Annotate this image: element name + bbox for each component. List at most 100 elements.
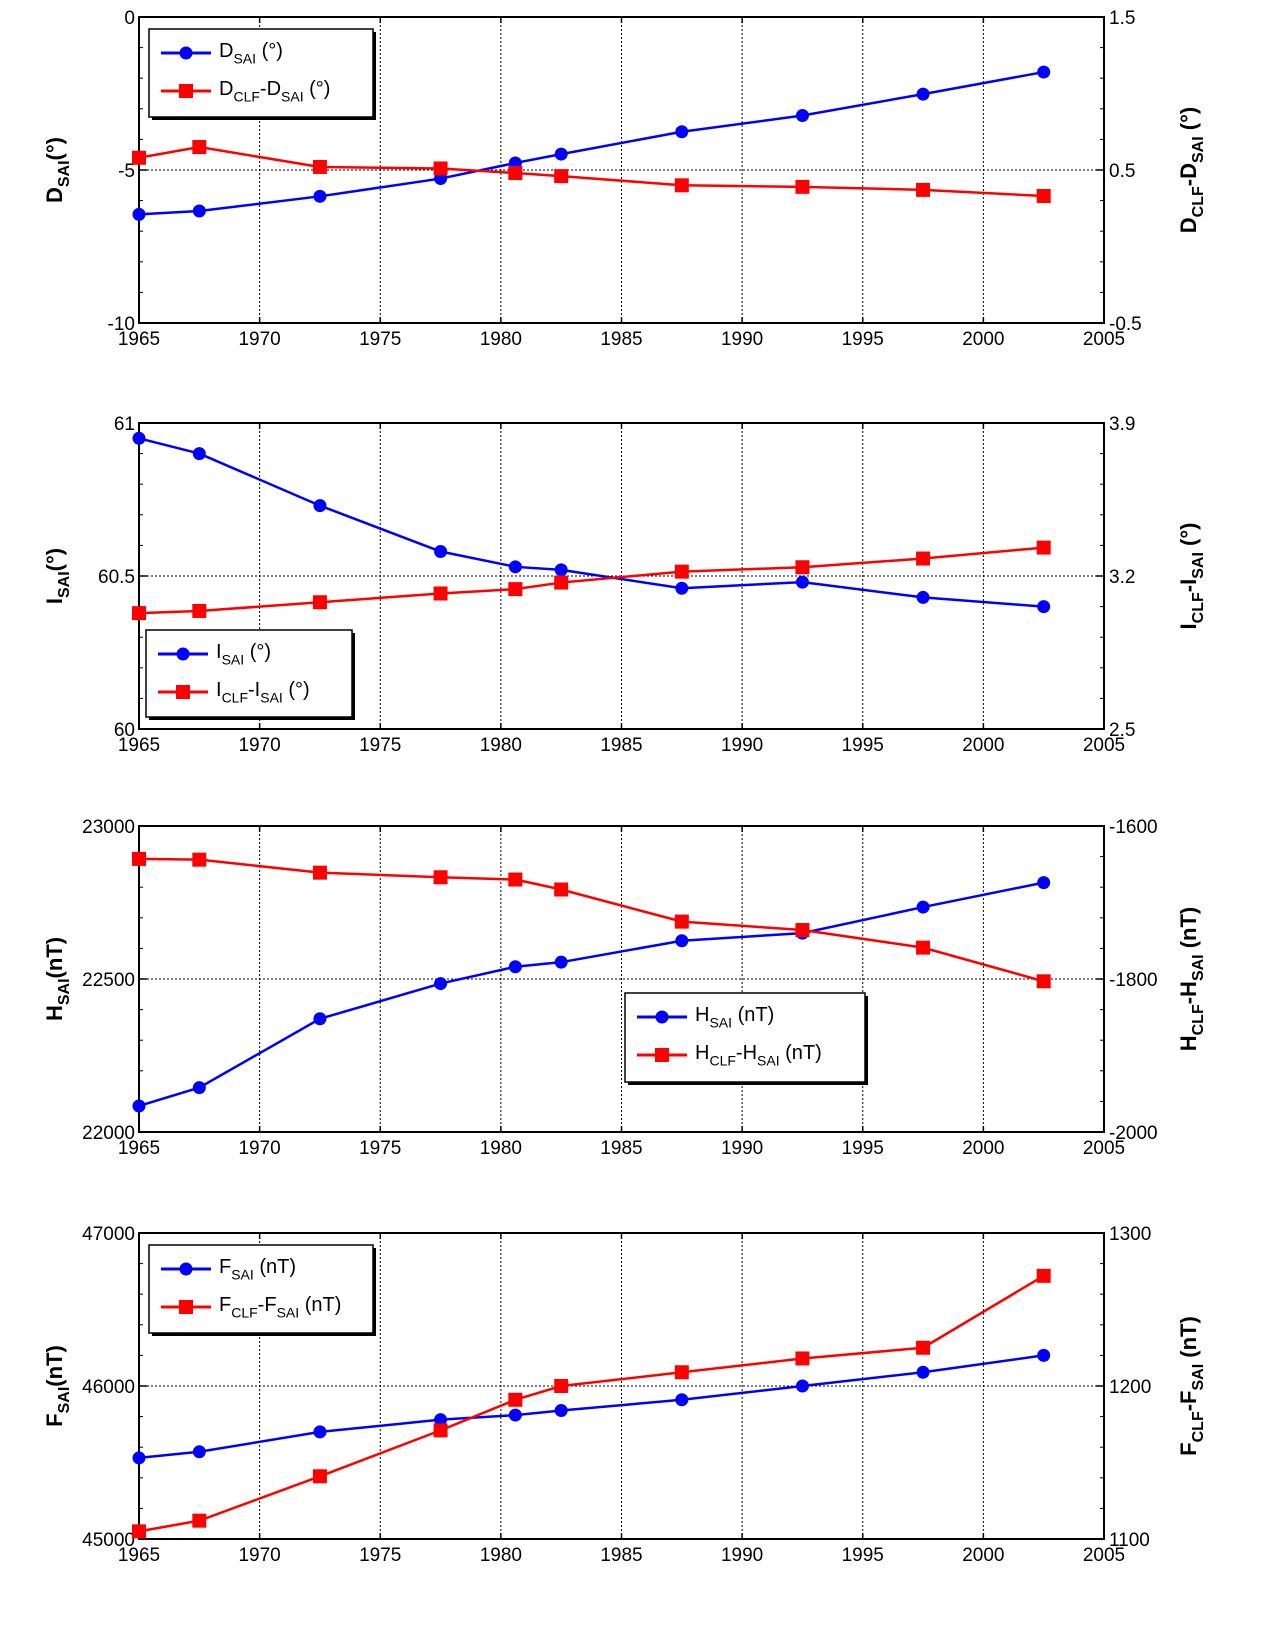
y-axis-label: HSAI(nT) <box>42 937 73 1021</box>
data-point-circle <box>675 1393 689 1407</box>
legend-entry-label: FSAI (nT) <box>219 1256 296 1282</box>
label-part-main: H <box>695 1004 709 1026</box>
y2-tick-label: -0.5 <box>1109 314 1142 335</box>
y-axis-label: DSAI(°) <box>42 137 73 203</box>
y-tick-label: 23000 <box>82 817 135 838</box>
data-point-circle <box>795 1379 809 1393</box>
x-tick-label: 1965 <box>118 1545 160 1566</box>
series-line-station <box>138 881 1044 1108</box>
label-part-sub: SAI <box>56 1387 73 1414</box>
x-tick-label: 2005 <box>1083 1545 1125 1566</box>
data-point-circle <box>192 1081 206 1095</box>
data-point-square <box>433 586 448 601</box>
x-tick-label: 1995 <box>842 329 884 350</box>
label-part-tail: (nT) <box>299 1294 341 1316</box>
legend-entry-label: DCLF-DSAI (°) <box>219 78 330 104</box>
x-tick-label: 1980 <box>480 1545 522 1566</box>
label-part-tail: (°) <box>256 40 283 62</box>
data-point-circle <box>132 431 146 445</box>
series-line-diff <box>138 145 1044 198</box>
label-part-tail: (nT) <box>254 1256 296 1278</box>
x-tick-label: 1985 <box>600 735 642 756</box>
label-part-mid: -I <box>248 679 260 701</box>
data-point-circle <box>916 590 930 604</box>
y-tick-label: 22000 <box>82 1123 135 1144</box>
data-point-square <box>132 851 146 866</box>
y2-tick-label: -2000 <box>1109 1123 1158 1144</box>
y-axis-label: FSAI(nT) <box>42 1345 73 1427</box>
legend-box <box>624 992 866 1083</box>
label-part-main: I <box>216 679 222 701</box>
data-point-square <box>795 560 810 575</box>
data-point-circle <box>1037 1348 1051 1362</box>
data-point-square <box>795 923 810 938</box>
legend-swatch-circle <box>179 1262 193 1276</box>
legend-swatch-circle <box>176 647 190 661</box>
data-point-square <box>508 1392 523 1407</box>
x-tick-label: 1975 <box>359 735 401 756</box>
label-part-mid: -D <box>1176 163 1201 186</box>
x-tick-label: 1995 <box>842 1545 884 1566</box>
label-part-tail: (nT) <box>732 1004 774 1026</box>
data-point-square <box>916 940 931 955</box>
data-point-circle <box>508 960 522 974</box>
label-part-sub1: CLF <box>222 689 248 705</box>
x-tick-label: 1975 <box>359 1545 401 1566</box>
label-part-tail: (nT) <box>42 937 67 979</box>
label-part-tail: (°) <box>1176 523 1201 553</box>
legend: ISAI (°)ICLF-ISAI (°) <box>145 629 355 720</box>
data-point-square <box>916 551 931 566</box>
y2-axis-label: HCLF-HSAI (nT) <box>1176 907 1207 1052</box>
data-point-square <box>192 852 207 867</box>
legend-swatch-square <box>179 84 193 98</box>
data-point-square <box>433 161 448 176</box>
data-point-circle <box>132 207 146 221</box>
label-part-sub1: CLF <box>231 1304 257 1320</box>
data-point-square <box>554 1379 569 1393</box>
y2-tick-label: 3.9 <box>1109 414 1135 435</box>
x-tick-label: 2005 <box>1083 735 1125 756</box>
data-point-circle <box>434 977 448 991</box>
data-point-circle <box>795 109 809 123</box>
label-part-mid: -H <box>736 1042 757 1064</box>
label-part-sub2: SAI <box>1190 1364 1207 1391</box>
y2-tick-label: 1300 <box>1109 1224 1151 1245</box>
data-point-square <box>312 595 327 610</box>
data-point-square <box>132 1524 146 1539</box>
x-tick-label: 1990 <box>721 329 763 350</box>
y-tick-label: 46000 <box>82 1377 135 1398</box>
data-point-circle <box>192 204 206 218</box>
x-tick-label: 1965 <box>118 735 160 756</box>
data-point-circle <box>132 1099 146 1113</box>
data-point-circle <box>554 1403 568 1417</box>
label-part-sub1: CLF <box>709 1052 735 1068</box>
label-part-sub: SAI <box>56 571 73 598</box>
x-tick-label: 1970 <box>238 1545 280 1566</box>
label-part-sub2: SAI <box>277 1304 300 1320</box>
panel-3: 1965 1970 1975 1980 1985 1990 1995 2000 2005 2200… <box>42 817 1207 1159</box>
legend-entry-label: FCLF-FSAI (nT) <box>219 1294 341 1320</box>
y2-tick-label: 1.5 <box>1109 8 1135 29</box>
data-point-circle <box>1037 65 1051 79</box>
data-point-circle <box>132 1451 146 1465</box>
y-tick-label: 0 <box>124 8 135 29</box>
data-point-square <box>508 582 523 597</box>
label-part-main: I <box>216 641 222 663</box>
label-part-sub: SAI <box>56 978 73 1005</box>
y2-tick-label: 1200 <box>1109 1377 1151 1398</box>
data-point-square <box>1036 540 1051 555</box>
y2-tick-label: 3.2 <box>1109 567 1135 588</box>
data-point-square <box>312 1469 327 1484</box>
y-tick-label: 45000 <box>82 1530 135 1551</box>
data-point-square <box>192 1513 207 1528</box>
data-point-circle <box>916 900 930 914</box>
label-part-main: D <box>42 187 67 203</box>
data-point-circle <box>508 560 522 574</box>
y2-axis-label: ICLF-ISAI (°) <box>1176 523 1207 630</box>
data-point-square <box>674 914 689 929</box>
label-part-main: F <box>42 1413 67 1426</box>
x-tick-label: 2005 <box>1083 329 1125 350</box>
x-tick-label: 1970 <box>238 735 280 756</box>
series-line-station <box>138 437 1044 608</box>
